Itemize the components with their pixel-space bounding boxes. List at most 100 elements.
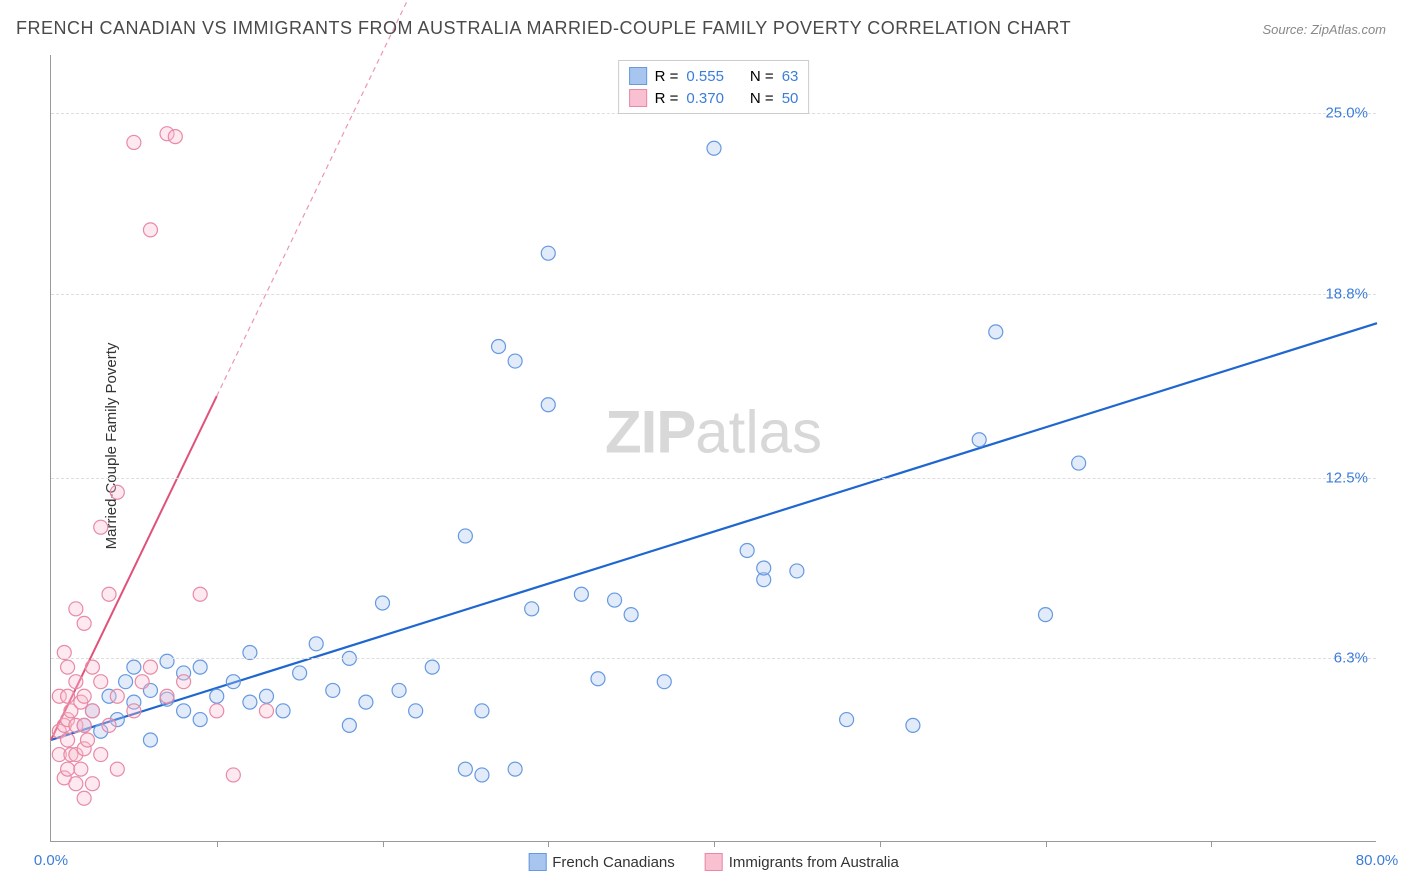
scatter-point <box>193 713 207 727</box>
scatter-point <box>160 654 174 668</box>
scatter-point <box>757 561 771 575</box>
scatter-point <box>94 675 108 689</box>
scatter-point <box>492 339 506 353</box>
scatter-point <box>85 704 99 718</box>
scatter-point <box>74 762 88 776</box>
scatter-point <box>243 695 257 709</box>
legend-square-1 <box>705 853 723 871</box>
x-tick-label: 0.0% <box>34 852 68 869</box>
scatter-point <box>541 246 555 260</box>
scatter-point <box>61 733 75 747</box>
scatter-point <box>906 718 920 732</box>
scatter-point <box>77 791 91 805</box>
r-value-1: 0.370 <box>686 90 724 107</box>
n-value-0: 63 <box>782 68 799 85</box>
scatter-point <box>61 660 75 674</box>
legend-item-0: French Canadians <box>528 853 675 871</box>
y-tick-label: 12.5% <box>1325 469 1368 486</box>
scatter-point <box>989 325 1003 339</box>
legend-item-1: Immigrants from Australia <box>705 853 899 871</box>
scatter-point <box>193 660 207 674</box>
plot-svg <box>51 55 1376 841</box>
scatter-point <box>110 485 124 499</box>
r-label: R = <box>655 68 679 85</box>
scatter-point <box>359 695 373 709</box>
scatter-point <box>119 675 133 689</box>
chart-title: FRENCH CANADIAN VS IMMIGRANTS FROM AUSTR… <box>16 18 1071 39</box>
y-tick-label: 18.8% <box>1325 286 1368 303</box>
scatter-point <box>707 141 721 155</box>
scatter-point <box>1039 608 1053 622</box>
scatter-point <box>61 689 75 703</box>
scatter-point <box>790 564 804 578</box>
scatter-point <box>77 689 91 703</box>
legend-square-0 <box>528 853 546 871</box>
scatter-point <box>177 704 191 718</box>
scatter-point <box>541 398 555 412</box>
scatter-point <box>259 704 273 718</box>
scatter-point <box>210 704 224 718</box>
y-tick-label: 25.0% <box>1325 105 1368 122</box>
scatter-point <box>69 777 83 791</box>
scatter-point <box>110 689 124 703</box>
legend-series: French Canadians Immigrants from Austral… <box>528 853 899 871</box>
scatter-point <box>85 777 99 791</box>
legend-swatch-1 <box>629 89 647 107</box>
scatter-point <box>177 675 191 689</box>
y-tick-label: 6.3% <box>1334 650 1368 667</box>
scatter-point <box>972 433 986 447</box>
scatter-point <box>77 616 91 630</box>
scatter-point <box>168 130 182 144</box>
legend-label-1: Immigrants from Australia <box>729 854 899 871</box>
scatter-point <box>309 637 323 651</box>
legend-label-0: French Canadians <box>552 854 675 871</box>
scatter-point <box>94 748 108 762</box>
scatter-point <box>740 544 754 558</box>
scatter-point <box>376 596 390 610</box>
scatter-point <box>85 660 99 674</box>
scatter-point <box>409 704 423 718</box>
n-label: N = <box>750 90 774 107</box>
scatter-point <box>657 675 671 689</box>
scatter-point <box>591 672 605 686</box>
scatter-point <box>293 666 307 680</box>
scatter-point <box>77 718 91 732</box>
n-value-1: 50 <box>782 90 799 107</box>
scatter-point <box>425 660 439 674</box>
legend-stats-row-0: R = 0.555 N = 63 <box>629 65 799 87</box>
x-tick-label: 80.0% <box>1356 852 1399 869</box>
scatter-point <box>69 602 83 616</box>
n-label: N = <box>750 68 774 85</box>
source-label: Source: ZipAtlas.com <box>1262 22 1386 37</box>
legend-stats: R = 0.555 N = 63 R = 0.370 N = 50 <box>618 60 810 114</box>
scatter-point <box>69 675 83 689</box>
scatter-point <box>276 704 290 718</box>
scatter-point <box>143 733 157 747</box>
scatter-point <box>574 587 588 601</box>
scatter-point <box>210 689 224 703</box>
scatter-point <box>102 718 116 732</box>
scatter-point <box>475 768 489 782</box>
scatter-point <box>127 660 141 674</box>
scatter-point <box>102 587 116 601</box>
scatter-point <box>110 762 124 776</box>
scatter-point <box>127 704 141 718</box>
scatter-point <box>143 223 157 237</box>
scatter-point <box>61 762 75 776</box>
scatter-point <box>226 675 240 689</box>
scatter-point <box>508 354 522 368</box>
scatter-point <box>840 713 854 727</box>
scatter-point <box>127 135 141 149</box>
r-label: R = <box>655 90 679 107</box>
scatter-point <box>160 689 174 703</box>
r-value-0: 0.555 <box>686 68 724 85</box>
scatter-point <box>475 704 489 718</box>
scatter-point <box>193 587 207 601</box>
legend-stats-row-1: R = 0.370 N = 50 <box>629 87 799 109</box>
scatter-point <box>143 660 157 674</box>
scatter-point <box>392 683 406 697</box>
scatter-point <box>135 675 149 689</box>
scatter-point <box>226 768 240 782</box>
scatter-point <box>326 683 340 697</box>
scatter-point <box>608 593 622 607</box>
